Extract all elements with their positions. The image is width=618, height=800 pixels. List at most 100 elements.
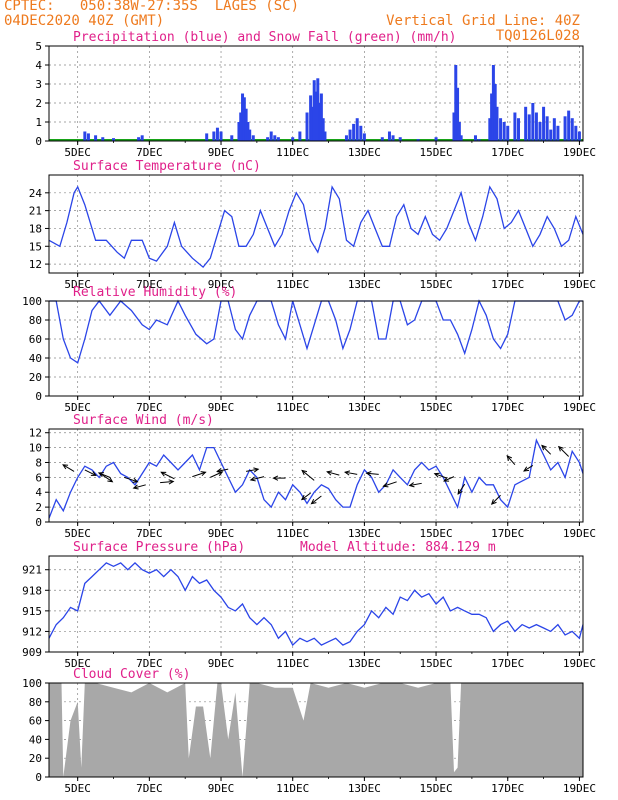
y-tick-label: 0 (35, 516, 42, 529)
wind-arrow-head (365, 471, 372, 477)
wind-arrow (433, 472, 447, 479)
wind-arrow-shaft (210, 471, 223, 478)
precip-bar (534, 112, 538, 141)
wind-arrow-head (490, 499, 497, 505)
header-run-time: 04DEC2020 40Z (GMT) (4, 13, 165, 29)
precip-bar (552, 118, 556, 141)
wind-arrow-head (90, 471, 97, 476)
wind-arrow (160, 479, 175, 485)
y-tick-label: 918 (22, 584, 42, 597)
precip-bar (348, 129, 352, 141)
x-tick-label: 17DEC (491, 146, 524, 159)
precip-bar (310, 106, 314, 141)
precip-bar (86, 133, 90, 141)
precip-bar (244, 108, 248, 141)
panel-subtitle: Model Altitude: 884.129 m (300, 540, 496, 555)
y-tick-label: 2 (35, 501, 42, 514)
precip-bar (491, 65, 495, 141)
wind-arrow-shaft (506, 455, 516, 466)
wind-arrow (490, 494, 501, 505)
precip-bar (380, 137, 384, 141)
precip-bar (352, 123, 356, 141)
x-tick-label: 9DEC (208, 527, 235, 540)
panel-frame (48, 300, 584, 397)
precip-bar (391, 135, 395, 141)
y-tick-label: 12 (29, 258, 42, 271)
precip-bar (359, 125, 363, 141)
panel-temperature: Surface Temperature (nC) 12 15 18 21 24 5DEC 7D… (29, 159, 596, 291)
wind-arrow (216, 467, 229, 474)
x-tick-label: 15DEC (419, 146, 452, 159)
wind-arrow-shaft (301, 470, 315, 481)
precip-bar (488, 118, 492, 141)
precip-bar (215, 127, 219, 141)
panel-title: Surface Temperature (nC) (73, 159, 261, 174)
wind-arrow (97, 472, 111, 478)
x-tick-label: 17DEC (491, 527, 524, 540)
precip-bar (556, 125, 560, 141)
precip-bar (219, 131, 223, 141)
precip-bar (205, 133, 209, 141)
x-tick-label: 11DEC (276, 527, 309, 540)
precip-bar (452, 112, 456, 141)
wind-arrow-head (97, 472, 104, 477)
precip-bar (94, 135, 98, 141)
wind-arrow-head (132, 484, 139, 490)
precip-bar (251, 135, 255, 141)
x-tick-label: 13DEC (348, 657, 381, 670)
wind-arrow-head (541, 444, 547, 451)
x-tick-label: 5DEC (64, 146, 91, 159)
wind-arrow-shaft (345, 471, 358, 475)
x-tick-label: 9DEC (208, 278, 235, 291)
wind-arrow-head (408, 482, 415, 488)
wind-arrow (132, 484, 146, 490)
precip-bar (499, 118, 503, 141)
wind-arrow-shaft (301, 492, 311, 500)
wind-arrow-shaft (133, 484, 146, 489)
precip-bar (502, 122, 506, 141)
precip-bar (266, 137, 270, 141)
wind-arrow-head (160, 471, 167, 477)
x-tick-label: 11DEC (276, 278, 309, 291)
wind-arrow-head (433, 472, 440, 478)
precip-bar (241, 93, 245, 141)
precip-bar (524, 106, 528, 141)
precip-bar (542, 106, 546, 141)
x-tick-label: 11DEC (276, 782, 309, 795)
precip-bar (513, 112, 517, 141)
y-tick-label: 60 (29, 333, 42, 346)
precip-bar (273, 135, 277, 141)
precip-bar (230, 135, 234, 141)
panel-title: Cloud Cover (%) (73, 667, 190, 682)
x-tick-label: 5DEC (64, 278, 91, 291)
x-tick-label: 5DEC (64, 401, 91, 414)
wind-arrow (301, 469, 315, 481)
panel-humidity: Relative Humidity (%) 0 20 40 60 80 100 5DEC 7DE… (22, 285, 596, 414)
precip-bar (291, 137, 295, 141)
y-tick-label: 24 (29, 187, 43, 200)
x-tick-label: 19DEC (563, 782, 596, 795)
y-tick-label: 0 (35, 135, 42, 148)
panel-frame (48, 555, 584, 653)
panel-title: Surface Pressure (hPa) (73, 540, 245, 555)
wind-arrow (124, 476, 139, 483)
wind-arrow-shaft (311, 495, 322, 505)
precip-bar (577, 131, 581, 141)
wind-arrow-head (272, 475, 279, 481)
y-tick-label: 60 (29, 715, 42, 728)
panel-cloud: Cloud Cover (%) 0 20 40 60 80 100 5DEC 7DEC 9DEC 1… (22, 667, 596, 795)
y-tick-label: 20 (29, 371, 42, 384)
x-tick-label: 7DEC (136, 527, 163, 540)
precip-bar (83, 131, 87, 141)
x-tick-label: 11DEC (276, 657, 309, 670)
x-tick-label: 17DEC (491, 782, 524, 795)
header-location: CPTEC: 050:38W-27:35S LAGES (SC) (4, 0, 300, 14)
y-tick-label: 100 (22, 677, 42, 690)
panel-title: Surface Wind (m/s) (73, 413, 214, 428)
precip-bar (269, 131, 273, 141)
precip-bar (112, 138, 116, 141)
precip-bar (344, 135, 348, 141)
precip-bar (101, 137, 105, 141)
